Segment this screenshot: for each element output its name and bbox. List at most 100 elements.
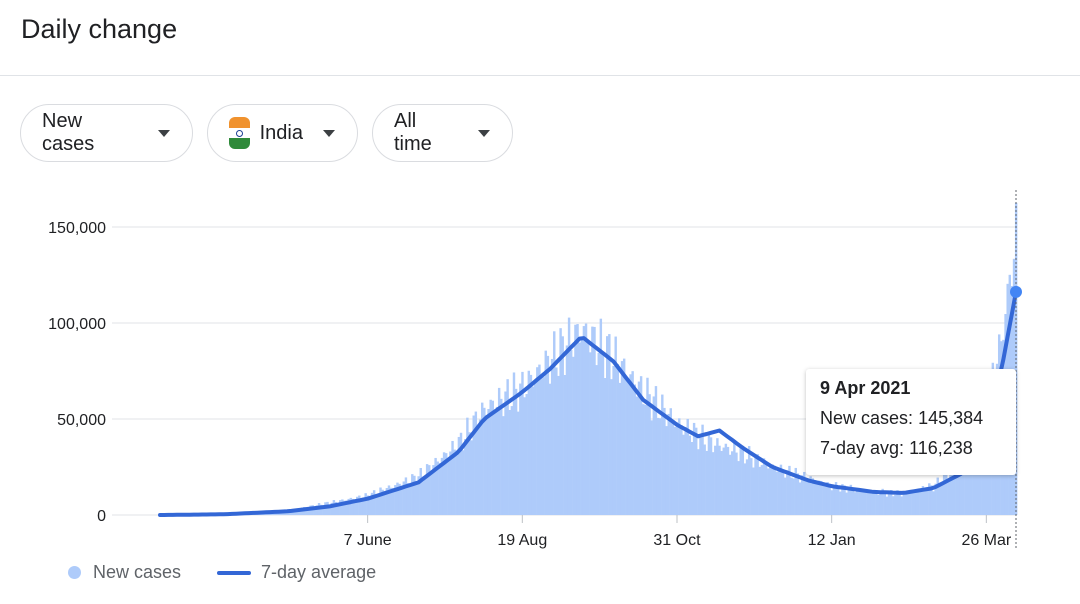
bar [654,386,658,515]
bar [718,445,721,515]
bar [394,485,397,515]
bar [392,487,395,515]
bar [442,452,446,515]
bar [754,455,757,515]
bar [343,500,346,515]
legend-line-swatch [217,570,252,575]
bar [527,370,531,515]
bar [733,442,736,515]
bar [489,399,492,515]
bar [440,457,444,515]
bar [847,489,850,515]
bar [620,361,624,515]
bar [538,364,541,515]
bar [881,488,884,515]
y-tick-label: 0 [97,508,106,525]
bar [877,494,880,515]
bar [368,498,372,515]
bar [845,492,848,515]
bar [743,463,747,515]
bar [909,493,912,515]
bar [834,482,838,515]
bar [964,462,967,515]
bar [447,458,450,515]
bar [822,485,825,515]
bar [595,365,598,515]
bar [896,490,899,515]
bar [792,478,795,515]
bar [601,352,605,515]
chart-legend: New cases 7-day average [68,562,376,583]
bar [860,491,863,515]
bar [699,437,702,515]
legend-bars-label: New cases [93,562,182,582]
bar [803,471,806,515]
bar [707,433,711,515]
bar [648,394,651,515]
bar [616,364,620,515]
bar [362,497,365,515]
bar [951,467,954,515]
bar [663,407,666,515]
bar [864,490,867,515]
bar [783,477,787,515]
x-tick-label: 7 June [344,532,392,549]
bar [529,374,533,515]
metric-dropdown-label: New cases [42,110,95,155]
bar [415,484,418,515]
bar [606,336,609,515]
bar [868,492,872,515]
bar [741,445,745,515]
bar [536,367,539,515]
bar [493,412,497,515]
bar [682,434,685,515]
bar [646,377,649,515]
bar [949,472,952,515]
bar [553,331,556,515]
range-dropdown[interactable]: All time [372,104,513,162]
bar [959,461,963,515]
bar [872,490,876,515]
bar [508,410,511,515]
country-dropdown[interactable]: India [207,104,358,162]
bar [940,483,944,515]
bar [667,413,670,515]
bar [633,384,636,515]
tooltip-average: 7-day avg: 116,238 [820,438,1002,459]
bar [476,428,480,515]
metric-dropdown[interactable]: New cases [20,104,193,162]
bar [703,444,706,515]
bar [379,487,382,515]
bar [519,383,522,515]
bar [637,381,641,515]
bar [947,479,950,515]
bar [438,463,442,515]
bar [650,420,653,515]
bar [631,371,634,515]
bar [684,426,687,515]
bar [387,485,391,515]
bar [430,472,433,515]
bar [396,482,399,515]
bar [781,469,785,515]
bar [599,318,603,515]
bar [315,505,319,515]
bar [756,454,759,515]
tooltip-average-label: 7-day avg: [820,438,905,458]
bar [690,442,694,515]
bar [531,386,535,515]
bar [894,494,897,515]
bar [351,498,355,515]
bar [826,482,829,515]
bar [578,342,581,515]
bar [517,411,520,515]
bar [502,416,505,515]
bar [644,404,647,515]
bar [919,488,923,515]
chevron-down-icon [323,129,335,137]
legend-line-label: 7-day average [261,562,377,582]
bar [453,449,456,515]
bar [771,464,774,515]
bar [322,505,325,515]
bar [652,396,656,515]
